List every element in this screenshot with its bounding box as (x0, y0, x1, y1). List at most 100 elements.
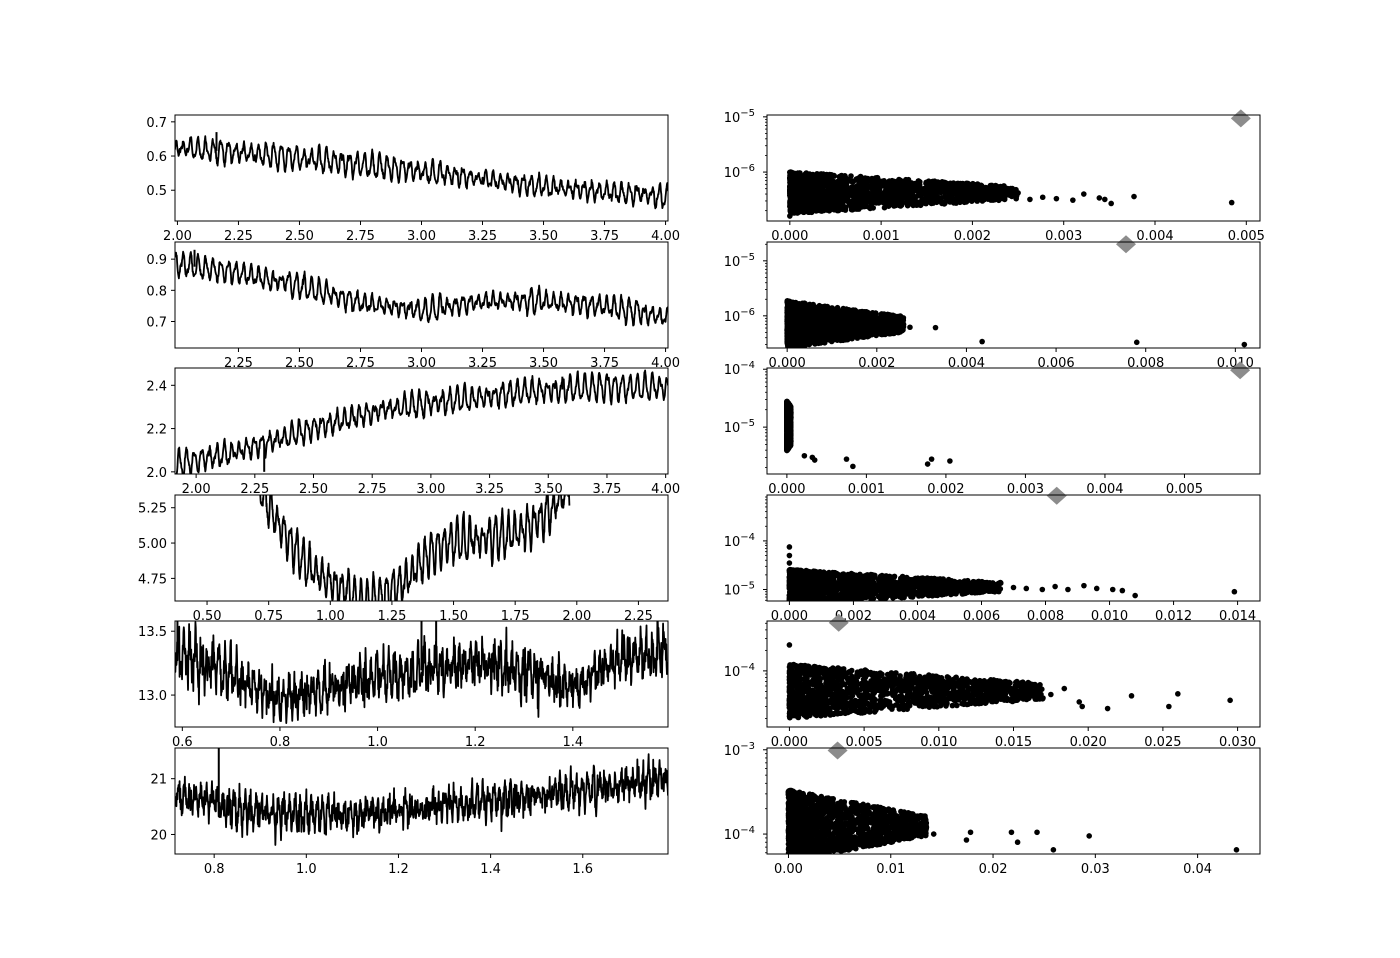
scatter-point (816, 171, 822, 178)
x-tick-label: 1.2 (465, 735, 486, 750)
scatter-point (853, 176, 860, 182)
x-tick-label: 3.50 (529, 356, 558, 371)
scatter-point-outlier (787, 213, 793, 219)
plot-area (784, 398, 953, 470)
scatter-point (844, 336, 851, 343)
x-tick-label: 3.00 (407, 356, 436, 371)
scatter-point (795, 201, 802, 208)
scatter-point (811, 194, 817, 200)
scatter-point (785, 421, 792, 427)
scatter-point-outlier (850, 463, 856, 470)
plot-area (175, 249, 668, 327)
scatter-point (830, 191, 837, 198)
scatter-point (825, 198, 831, 204)
scatter-point-outlier (947, 458, 953, 464)
x-tick-label: 0.000 (768, 482, 805, 497)
scatter-point (824, 321, 830, 327)
diamond-marker (1230, 361, 1251, 380)
scatter-point (818, 207, 824, 214)
scatter-point (795, 337, 802, 343)
x-tick-label: 0.004 (1136, 229, 1173, 244)
scatter-point (995, 193, 1001, 200)
scatter-point (864, 333, 871, 340)
scatter-point (990, 183, 996, 190)
scatter-point (905, 176, 912, 183)
scatter-point (818, 326, 824, 333)
x-tick-label: 0.000 (771, 229, 808, 244)
scatter-point (859, 318, 866, 324)
y-tick-label: 0.5 (146, 184, 167, 199)
plot-area (175, 369, 668, 474)
x-tick-label: 0.004 (1086, 482, 1123, 497)
scatter-point (986, 185, 992, 192)
scatter-point (801, 200, 807, 206)
x-tick-label: 0.001 (863, 229, 900, 244)
scatter-point-outlier (1228, 199, 1235, 206)
y-tick-exponent: −4 (740, 360, 755, 371)
scatter-point (787, 320, 793, 326)
scatter-point (834, 330, 840, 336)
scatter-point (797, 178, 803, 185)
y-tick-base: 10 (724, 421, 741, 436)
scatter-point (791, 200, 797, 206)
scatter-point-outlier (924, 461, 931, 467)
scatter-point (880, 192, 886, 199)
scatter-point (961, 198, 967, 205)
scatter-point (968, 184, 974, 191)
scatter-point (812, 207, 818, 213)
x-tick-label: 0.000 (769, 356, 806, 371)
x-tick-label: 1.2 (388, 862, 409, 877)
scatter-point (873, 319, 879, 326)
scatter-point (821, 340, 828, 346)
scatter-point (849, 327, 856, 334)
scatter-point (898, 194, 904, 201)
scatter-point (879, 329, 886, 336)
scatter-point (786, 302, 792, 309)
scatter-point-outlier (1096, 195, 1103, 201)
scatter-point (879, 315, 886, 322)
scatter-point (941, 181, 947, 188)
scatter-point (872, 188, 878, 195)
scatter-point-outlier (1027, 196, 1033, 203)
scatter-point (835, 183, 842, 190)
x-tick-label: 3.75 (590, 356, 619, 371)
scatter-point (794, 321, 800, 328)
scatter-point (894, 320, 900, 327)
y-tick-base: 10 (724, 111, 741, 126)
x-tick-label: 0.75 (254, 609, 283, 624)
scatter-point (979, 195, 985, 202)
scatter-point (834, 178, 841, 185)
scatter-point (790, 340, 796, 346)
scatter-point (919, 186, 925, 193)
x-tick-label: 2.75 (346, 356, 375, 371)
scatter-point-outlier (1133, 339, 1140, 346)
plot-area (259, 495, 571, 601)
scatter-point (852, 333, 858, 340)
x-tick-label: 2.25 (624, 609, 653, 624)
x-tick-label: 2.00 (182, 482, 211, 497)
x-tick-label: 0.002 (858, 356, 895, 371)
scatter-point (890, 199, 896, 206)
scatter-point (831, 172, 837, 179)
scatter-point (792, 304, 798, 310)
y-tick-base: 10 (724, 255, 741, 270)
scatter-point (922, 190, 929, 197)
x-tick-label: 0.004 (948, 356, 985, 371)
y-tick-base: 10 (724, 363, 741, 378)
x-tick-label: 2.50 (299, 482, 328, 497)
scatter-point (851, 192, 858, 199)
x-tick-label: 1.6 (572, 862, 593, 877)
x-tick-label: 1.4 (562, 735, 583, 750)
x-tick-label: 4.00 (651, 356, 680, 371)
scatter-point (804, 339, 811, 346)
scatter-point (917, 179, 923, 185)
scatter-point (884, 199, 890, 205)
scatter-point-outlier (1101, 196, 1108, 203)
axes-frame (174, 367, 669, 475)
plot-area (175, 621, 668, 724)
x-tick-label: 1.0 (296, 862, 317, 877)
scatter-point (837, 189, 844, 195)
scatter-point (851, 206, 858, 212)
